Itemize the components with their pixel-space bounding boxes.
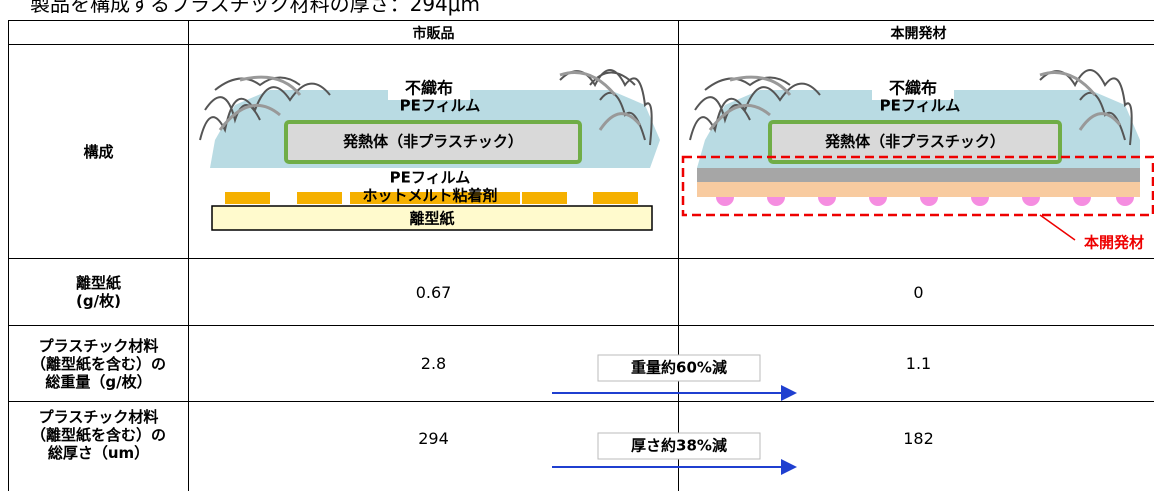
callout: 本開発材 xyxy=(1084,234,1144,252)
value-cell: 0.67 xyxy=(188,258,678,325)
label-line: （離型紙を含む）の xyxy=(30,426,166,444)
label-box xyxy=(388,78,470,100)
label: ホットメルト粘着剤 xyxy=(362,187,497,205)
diagram-cell xyxy=(678,44,1154,258)
row-label: プラスチック材料 （離型紙を含む）の 総厚さ（um） xyxy=(8,401,188,491)
label-line: (g/枚) xyxy=(76,292,121,310)
nonwoven-fibers xyxy=(218,71,642,131)
developed-diagram: 不織布 PEフィルム 発熱体（非プラスチック） 本開発材 xyxy=(681,69,1154,252)
label-box xyxy=(597,354,761,382)
substrate-layer xyxy=(697,182,1140,197)
label: PEフィルム xyxy=(400,97,481,115)
value-cell: 2.8 xyxy=(188,325,678,401)
adhesive xyxy=(522,192,567,204)
label-line: 離型紙 xyxy=(75,274,121,292)
label-line: 構成 xyxy=(83,142,114,161)
commercial-diagram: 不織布 PEフィルム 発熱体（非プラスチック） PEフィルム ホットメルト粘着剤… xyxy=(199,69,660,231)
nonwoven-fibers xyxy=(689,69,1133,146)
label: PEフィルム xyxy=(880,97,961,115)
label-line: プラスチック材料 xyxy=(38,408,159,426)
release-paper xyxy=(211,205,653,231)
highlight-box xyxy=(681,155,1154,217)
film-layer xyxy=(697,168,1140,182)
label-line: （離型紙を含む）の xyxy=(30,354,166,373)
label-box xyxy=(597,432,761,460)
adhesive xyxy=(350,192,520,204)
nonwoven-fibers xyxy=(708,71,1122,131)
label: 発熱体（非プラスチック） xyxy=(342,133,523,151)
label-box xyxy=(872,78,954,100)
corner-cell xyxy=(8,20,188,44)
adhesive xyxy=(225,192,270,204)
heater xyxy=(768,120,1062,164)
column-header: 市販品 xyxy=(188,20,678,44)
row-label: 離型紙 (g/枚) xyxy=(8,258,188,325)
adhesive xyxy=(297,192,342,204)
adhesive xyxy=(593,192,638,204)
reduction-label: 重量約60%減 xyxy=(631,359,727,377)
label-line: 総重量（g/枚） xyxy=(45,372,152,391)
row-label: 構成 xyxy=(8,44,188,258)
diagram-cell xyxy=(188,44,678,258)
label: 不織布 xyxy=(889,79,937,98)
label: 不織布 xyxy=(405,79,453,98)
label-line: 総厚さ（um） xyxy=(47,444,150,462)
value-cell: 0 xyxy=(678,258,1154,325)
label: 発熱体（非プラスチック） xyxy=(824,133,1005,151)
label: 離型紙 xyxy=(409,210,454,228)
reduction-label: 厚さ約38%減 xyxy=(631,437,727,455)
column-header: 本開発材 xyxy=(678,20,1154,44)
value-cell: 294 xyxy=(188,401,678,491)
row-label: プラスチック材料 （離型紙を含む）の 総重量（g/枚） xyxy=(8,325,188,401)
heater xyxy=(284,120,582,164)
label: PEフィルム xyxy=(390,169,471,187)
callout-line xyxy=(1039,214,1076,241)
caption: 製品を構成するプラスチック材料の厚さ：294μm xyxy=(30,0,480,16)
label-line: プラスチック材料 xyxy=(38,336,159,355)
